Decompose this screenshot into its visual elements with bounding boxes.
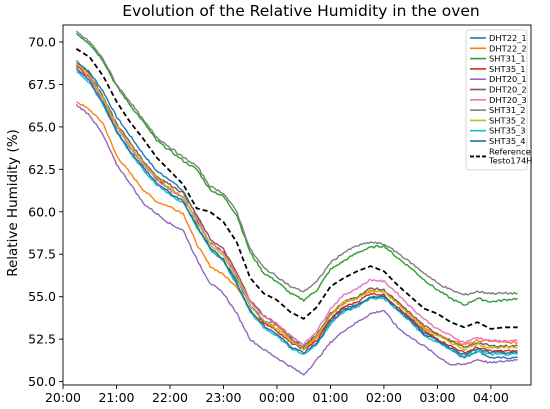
x-tick-label: 00:00 xyxy=(259,390,295,405)
y-tick-label: 67.5 xyxy=(28,77,56,92)
legend-label-sht31-1: SHT31_1 xyxy=(489,54,526,64)
legend-label-dht22-2: DHT22_2 xyxy=(489,43,527,53)
legend-label-sht35-3: SHT35_3 xyxy=(489,126,526,136)
series-line-sht35-2 xyxy=(75,63,518,351)
y-axis-title: Relative Humidity (%) xyxy=(5,129,21,277)
chart-title: Evolution of the Relative Humidity in th… xyxy=(122,2,480,20)
legend-label-sht35-2: SHT35_2 xyxy=(489,115,526,125)
y-tick-label: 60.0 xyxy=(28,204,56,219)
series-line-dht20-3 xyxy=(75,66,518,346)
legend-label-dht20-1: DHT20_1 xyxy=(489,74,527,84)
series-line-sht31-1 xyxy=(75,33,518,306)
y-tick-label: 55.0 xyxy=(28,289,56,304)
y-tick-label: 70.0 xyxy=(28,34,56,49)
x-tick-label: 04:00 xyxy=(473,390,509,405)
y-axis: 50.0 52.5 55.0 57.5 60.0 62.5 65.0 67.5 70.0 xyxy=(28,34,63,389)
legend-label-sht35-4: SHT35_4 xyxy=(489,136,526,146)
legend-label-reference-testo174h: Reference Testo174H xyxy=(488,146,533,165)
legend-box xyxy=(465,29,528,171)
x-tick-label: 22:00 xyxy=(152,390,188,405)
y-tick-label: 52.5 xyxy=(28,332,56,347)
series-line-sht31-2 xyxy=(75,30,518,296)
x-axis: 20:00 21:00 22:00 23:00 00:00 01:00 02:00 03:00… xyxy=(45,385,509,405)
y-tick-label: 65.0 xyxy=(28,119,56,134)
legend-label-dht20-3: DHT20_3 xyxy=(489,95,527,105)
x-tick-label: 21:00 xyxy=(98,390,134,405)
x-tick-label: 02:00 xyxy=(366,390,402,405)
y-tick-label: 62.5 xyxy=(28,162,56,177)
y-tick-label: 50.0 xyxy=(28,374,56,389)
series-layer xyxy=(75,30,518,376)
series-line-sht35-4 xyxy=(75,68,518,355)
series-line-sht35-3 xyxy=(75,70,518,358)
legend: DHT22_1DHT22_2SHT31_1SHT35_1DHT20_1DHT20… xyxy=(465,29,533,171)
series-line-dht20-1 xyxy=(75,103,518,376)
series-line-dht22-1 xyxy=(75,60,518,360)
x-tick-label: 03:00 xyxy=(419,390,455,405)
axes-frame xyxy=(62,24,532,386)
legend-label-sht35-1: SHT35_1 xyxy=(489,64,526,74)
x-tick-label: 23:00 xyxy=(205,390,241,405)
x-tick-label: 01:00 xyxy=(312,390,348,405)
legend-label-dht20-2: DHT20_2 xyxy=(489,85,527,95)
series-line-dht20-2 xyxy=(75,62,518,349)
series-line-sht35-1 xyxy=(75,64,518,354)
legend-label-dht22-1: DHT22_1 xyxy=(489,33,527,43)
series-line-reference-testo174h xyxy=(75,48,518,330)
legend-label-sht31-2: SHT31_2 xyxy=(489,105,526,115)
y-tick-label: 57.5 xyxy=(28,247,56,262)
x-tick-label: 20:00 xyxy=(45,390,81,405)
